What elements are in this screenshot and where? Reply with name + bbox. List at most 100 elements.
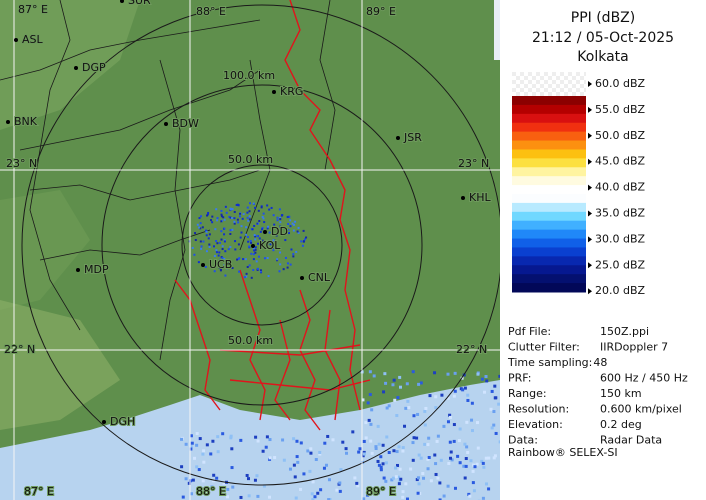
info-key: Clutter Filter: [508,341,580,354]
echo [422,476,426,480]
echo [284,239,287,242]
echo [470,429,474,433]
echo [242,258,245,261]
legend-band [512,265,586,275]
echo [362,450,366,454]
echo [294,220,297,223]
echo [246,236,249,239]
legend-label: 25.0 dBZ [595,258,646,271]
echo [246,216,249,219]
echo [449,450,453,454]
echo [266,204,269,207]
echo [297,226,300,229]
echo [233,220,236,223]
city-label: JSR [403,131,422,144]
echo [254,235,257,238]
echo [362,452,366,456]
echo [308,469,312,473]
site-name: Kolkata [577,49,628,65]
echo [364,421,368,425]
echo [199,227,202,230]
echo [306,449,310,453]
echo [276,216,279,219]
echo [293,475,297,479]
city-marker [102,420,106,424]
echo [296,230,299,233]
echo [213,245,216,248]
echo [223,239,226,242]
city-label: SUR [128,0,151,7]
echo [219,258,222,261]
echo [427,436,431,440]
echo [464,457,468,461]
city-label: BNK [14,115,38,128]
echo [447,462,451,466]
echo [225,211,228,214]
legend-label: 55.0 dBZ [595,103,646,116]
echo [463,476,467,480]
echo [492,456,496,460]
echo [226,261,229,264]
echo [217,254,220,257]
echo [480,377,484,381]
echo [260,244,263,247]
echo [309,447,313,451]
echo [433,371,437,375]
echo [434,462,438,466]
echo [257,209,260,212]
credit: Rainbow® SELEX-SI [508,446,618,459]
graticule-label: 22° N [4,343,35,356]
echo [216,219,219,222]
echo [252,253,255,256]
echo [295,439,299,443]
timestamp: 21:12 / 05-Oct-2025 [532,30,674,46]
echo [436,434,440,438]
echo [305,236,308,239]
echo [357,450,361,454]
echo [255,474,259,478]
echo [233,210,236,213]
echo [223,257,226,260]
info-key: Data: [508,434,538,447]
echo [220,489,224,493]
city-marker [263,230,267,234]
echo [466,393,470,397]
echo [274,247,277,250]
echo [433,453,437,457]
echo [256,267,259,270]
info-value: 150Z.ppi [600,325,649,338]
echo [242,213,245,216]
echo [494,431,498,435]
echo [353,476,357,480]
echo [230,217,233,220]
info-value: 0.600 km/pixel [600,403,682,416]
echo [448,456,452,460]
city-label: DD [271,225,288,238]
info-table: Pdf File: 150Z.ppi Clutter Filter: IIRDoppl… [507,325,688,447]
echo [268,495,272,499]
echo [256,222,259,225]
echo [261,449,265,453]
echo [229,246,232,249]
graticule-label: 88° E [196,485,226,498]
city-marker [201,263,205,267]
city-label: BDW [172,117,199,130]
echo [421,472,425,476]
echo [493,454,497,458]
info-value: IIRDoppler 7 [600,341,668,354]
echo [382,476,386,480]
echo [392,378,396,382]
echo [293,223,296,226]
echo [398,467,402,471]
echo [281,438,285,442]
echo [377,463,381,467]
echo [271,246,274,249]
echo [384,479,388,483]
echo [205,229,208,232]
echo [419,456,423,460]
echo [358,447,362,451]
echo [438,498,442,500]
panel-title: PPI (dBZ) [571,10,635,26]
echo [268,456,272,460]
